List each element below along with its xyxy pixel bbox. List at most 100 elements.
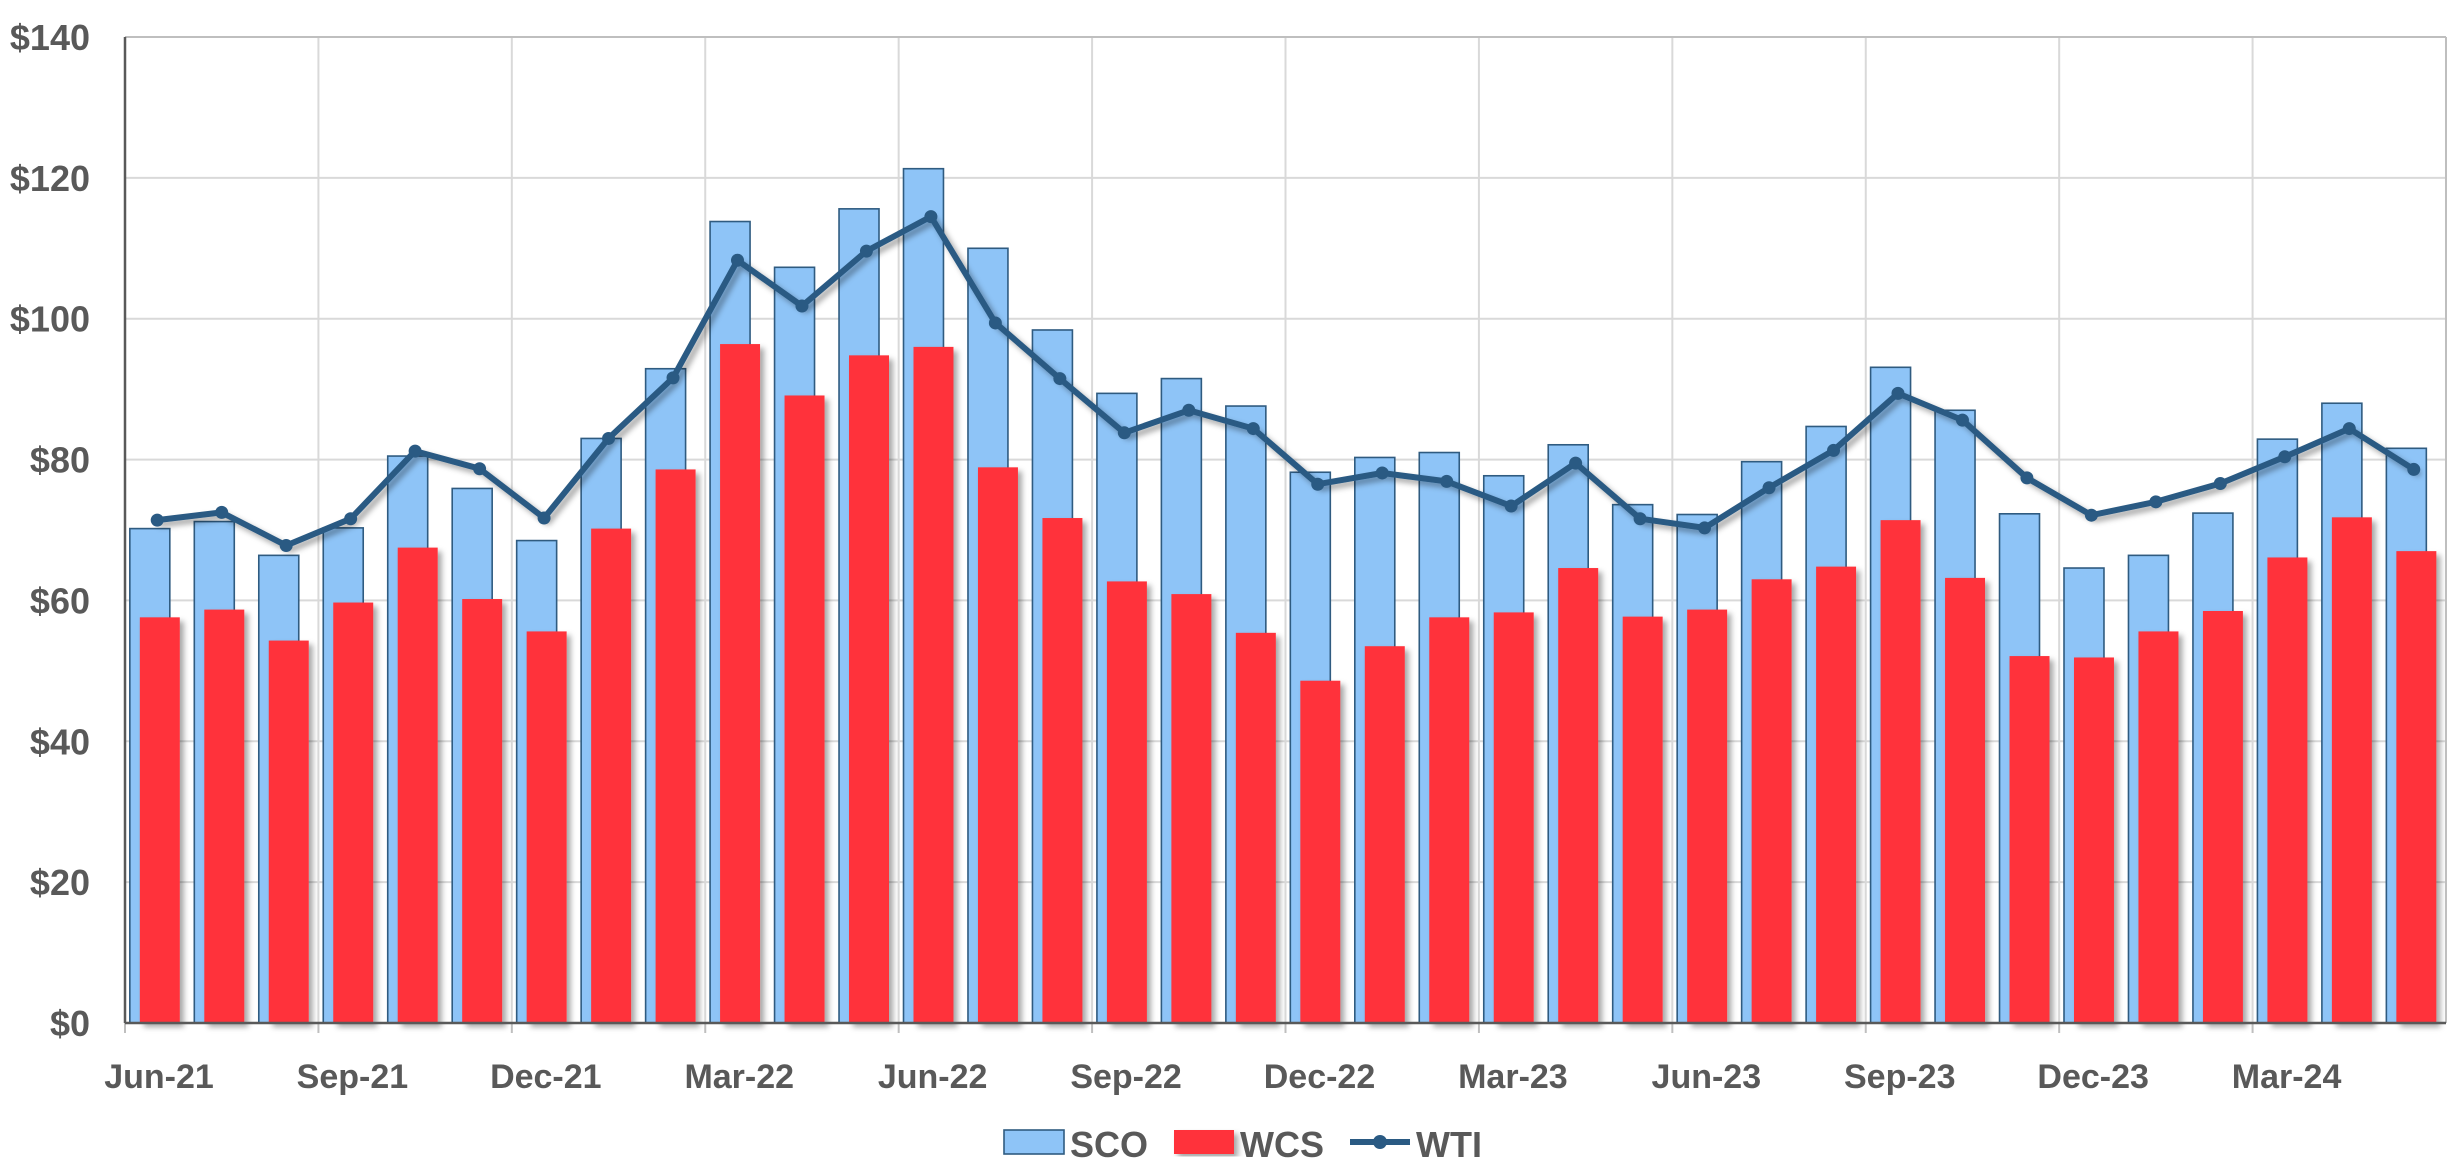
x-tick-label: Mar-24 bbox=[2232, 1058, 2342, 1096]
wti-point bbox=[279, 538, 293, 552]
wcs-bar bbox=[333, 602, 374, 1023]
x-tick-label: Dec-23 bbox=[2037, 1058, 2149, 1096]
wcs-bar bbox=[913, 346, 954, 1023]
wcs-bar bbox=[204, 609, 245, 1023]
x-tick-label: Dec-21 bbox=[490, 1058, 602, 1096]
wcs-bar bbox=[1880, 520, 1921, 1023]
wcs-bar bbox=[1300, 680, 1341, 1023]
wti-point bbox=[1504, 499, 1518, 513]
wcs-bar bbox=[2202, 610, 2243, 1023]
wti-point bbox=[537, 511, 551, 525]
wti-point bbox=[1891, 386, 1905, 400]
wcs-bar bbox=[2009, 656, 2050, 1023]
y-tick-label: $60 bbox=[30, 580, 90, 621]
wti-point bbox=[2407, 462, 2421, 476]
wti-point bbox=[1440, 474, 1454, 488]
x-tick-label: Jun-22 bbox=[878, 1058, 988, 1096]
wcs-bar bbox=[1945, 577, 1986, 1023]
wcs-bar bbox=[1687, 609, 1728, 1023]
gridlines bbox=[125, 36, 2446, 1023]
x-tick-label: Dec-22 bbox=[1264, 1058, 1376, 1096]
wcs-bar bbox=[849, 355, 889, 1023]
wcs-bar bbox=[1171, 594, 1212, 1023]
y-tick-label: $40 bbox=[30, 721, 90, 762]
y-tick-label: $20 bbox=[30, 862, 90, 903]
wcs-bar bbox=[977, 467, 1018, 1023]
wti-point bbox=[408, 444, 422, 458]
wcs-bar bbox=[655, 469, 696, 1024]
legend: SCO WCS WTI bbox=[1003, 1124, 1482, 1165]
legend-swatch-sco bbox=[1003, 1129, 1065, 1155]
y-tick-label: $100 bbox=[10, 299, 90, 340]
wti-point bbox=[1053, 372, 1067, 386]
wcs-bar bbox=[139, 617, 180, 1023]
x-tick-label: Jun-21 bbox=[104, 1058, 214, 1096]
wti-point bbox=[215, 505, 229, 519]
wcs-bar bbox=[1558, 568, 1599, 1023]
wcs-bar bbox=[591, 528, 632, 1023]
wcs-bar bbox=[720, 344, 761, 1023]
wcs-bar bbox=[1429, 617, 1470, 1023]
wcs-bar bbox=[1042, 518, 1083, 1023]
wcs-bar bbox=[397, 547, 438, 1023]
wti-point bbox=[2084, 508, 2098, 522]
wti-series-line bbox=[154, 213, 2417, 549]
x-tick-label: Mar-23 bbox=[1458, 1058, 1568, 1096]
y-tick-label: $0 bbox=[50, 1003, 90, 1044]
wti-point bbox=[859, 244, 873, 258]
wcs-bar bbox=[268, 640, 309, 1023]
legend-swatch-wti-marker bbox=[1373, 1135, 1387, 1149]
wcs-bar bbox=[462, 599, 503, 1023]
legend-label-wti: WTI bbox=[1416, 1124, 1482, 1165]
legend-label-wcs: WCS bbox=[1240, 1124, 1324, 1165]
wcs-bar bbox=[2073, 657, 2114, 1023]
wcs-bar bbox=[784, 395, 825, 1023]
wcs-bar bbox=[1493, 612, 1534, 1023]
x-tick-label: Sep-23 bbox=[1844, 1058, 1956, 1096]
wti-point bbox=[1311, 477, 1325, 491]
wti-point bbox=[1246, 422, 1260, 436]
wti-point bbox=[1955, 413, 1969, 427]
wcs-bar bbox=[1816, 566, 1857, 1023]
wti-point bbox=[473, 462, 487, 476]
wti-point bbox=[2020, 471, 2034, 485]
y-tick-label: $120 bbox=[10, 158, 90, 199]
wti-point bbox=[2149, 495, 2163, 509]
wti-point bbox=[1569, 456, 1583, 470]
wcs-bar bbox=[1622, 616, 1663, 1023]
x-tick-label: Mar-22 bbox=[684, 1058, 794, 1096]
wti-point bbox=[1698, 521, 1712, 535]
wcs-bar bbox=[2267, 557, 2308, 1023]
legend-swatch-wcs bbox=[1174, 1130, 1234, 1154]
wti-line bbox=[150, 210, 2421, 552]
wcs-bar bbox=[526, 631, 567, 1023]
wti-point bbox=[1762, 481, 1776, 495]
wcs-bar bbox=[2331, 517, 2372, 1023]
x-tick-label: Jun-23 bbox=[1652, 1058, 1762, 1096]
wcs-bar bbox=[1364, 646, 1405, 1023]
wti-point bbox=[1117, 426, 1131, 440]
wti-point bbox=[602, 431, 616, 445]
wti-point bbox=[2278, 450, 2292, 464]
wti-point bbox=[1827, 443, 1841, 457]
wti-point bbox=[2213, 477, 2227, 491]
wti-point bbox=[730, 253, 744, 267]
axes: $0 $20 $40 $60 $80 $100 $120 $140 Jun-21 Sep-21 De… bbox=[10, 17, 2447, 1096]
wti-point bbox=[150, 513, 164, 527]
wti-point bbox=[1375, 466, 1389, 480]
wti-point bbox=[924, 210, 938, 224]
wcs-bar bbox=[1106, 581, 1147, 1023]
wcs-bar bbox=[2138, 631, 2179, 1023]
x-tick-label: Sep-21 bbox=[297, 1058, 409, 1096]
wti-point bbox=[2342, 422, 2356, 436]
wcs-bars bbox=[139, 344, 2437, 1024]
wcs-bar bbox=[1751, 579, 1792, 1023]
legend-label-sco: SCO bbox=[1070, 1124, 1148, 1165]
wti-point bbox=[344, 512, 358, 526]
wti-point bbox=[1182, 403, 1196, 417]
x-tick-label: Sep-22 bbox=[1070, 1058, 1182, 1096]
wcs-bar bbox=[2396, 551, 2437, 1023]
wti-point bbox=[795, 299, 809, 313]
